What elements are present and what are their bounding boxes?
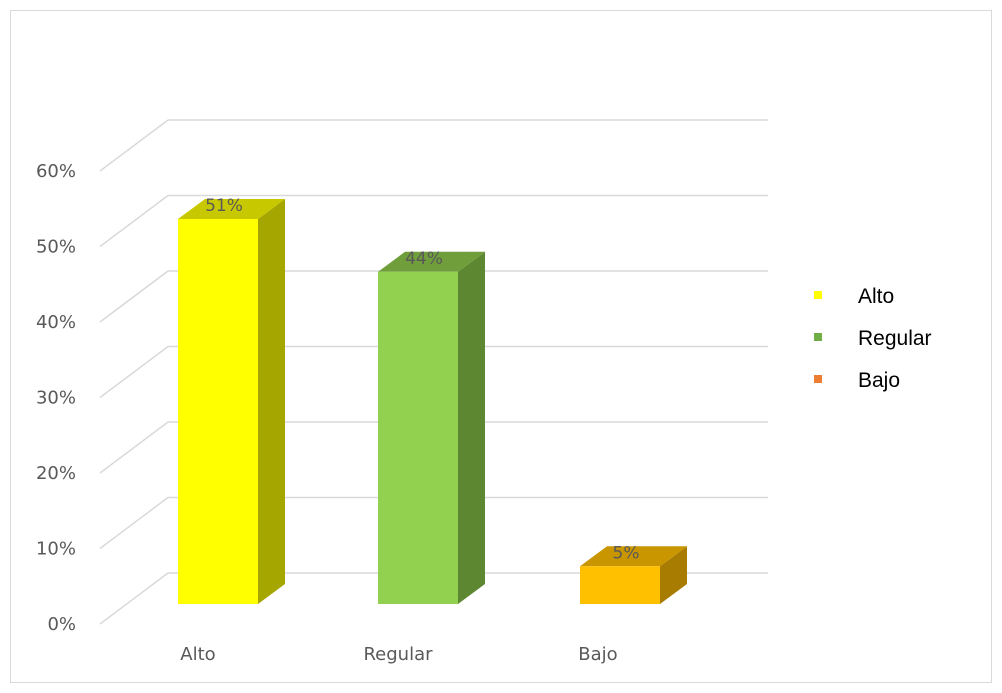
data-label-alto: 51% bbox=[205, 196, 243, 216]
legend-swatch-regular bbox=[814, 333, 822, 341]
y-tick-label: 50% bbox=[36, 237, 76, 258]
y-tick-label: 30% bbox=[36, 388, 76, 409]
legend-item-alto: Alto bbox=[858, 285, 894, 308]
legend: Alto Regular Bajo bbox=[814, 285, 932, 392]
gridline-diagonal bbox=[99, 119, 169, 172]
bars bbox=[178, 198, 687, 605]
data-labels: 51% 44% 5% bbox=[205, 196, 639, 563]
bar-side-bajo bbox=[660, 546, 687, 604]
y-tick-label: 10% bbox=[36, 539, 76, 560]
gridline-diagonal bbox=[99, 345, 169, 399]
bar-side-regular bbox=[458, 251, 485, 605]
legend-item-bajo: Bajo bbox=[858, 369, 900, 392]
data-label-regular: 44% bbox=[405, 249, 443, 269]
legend-swatch-alto bbox=[814, 291, 822, 299]
x-tick-label-regular: Regular bbox=[363, 644, 433, 665]
legend-swatch-bajo bbox=[814, 375, 822, 383]
x-tick-label-bajo: Bajo bbox=[578, 644, 617, 665]
gridline-diagonal bbox=[99, 572, 169, 625]
gridline-diagonal bbox=[99, 496, 169, 550]
x-tick-label-alto: Alto bbox=[180, 644, 215, 665]
bar-top-regular bbox=[378, 251, 485, 272]
bar-alto bbox=[178, 218, 258, 604]
bar-side-alto bbox=[258, 198, 285, 604]
bar-bajo bbox=[580, 566, 660, 604]
bar-top-alto bbox=[178, 198, 285, 219]
x-axis-categories: Alto Regular Bajo bbox=[180, 644, 617, 665]
gridline-diagonal bbox=[99, 270, 169, 323]
y-tick-label: 60% bbox=[36, 161, 76, 182]
bar-top-bajo bbox=[580, 546, 687, 567]
y-tick-label: 40% bbox=[36, 312, 76, 333]
y-tick-label: 0% bbox=[47, 614, 76, 635]
y-tick-label: 20% bbox=[36, 463, 76, 484]
gridline-diagonal bbox=[99, 421, 169, 474]
y-axis-ticks: 0% 10% 20% 30% 40% 50% 60% bbox=[36, 161, 76, 635]
bar-regular bbox=[378, 271, 458, 604]
gridline-diagonal bbox=[99, 194, 169, 248]
legend-item-regular: Regular bbox=[858, 327, 932, 350]
data-label-bajo: 5% bbox=[613, 543, 640, 563]
